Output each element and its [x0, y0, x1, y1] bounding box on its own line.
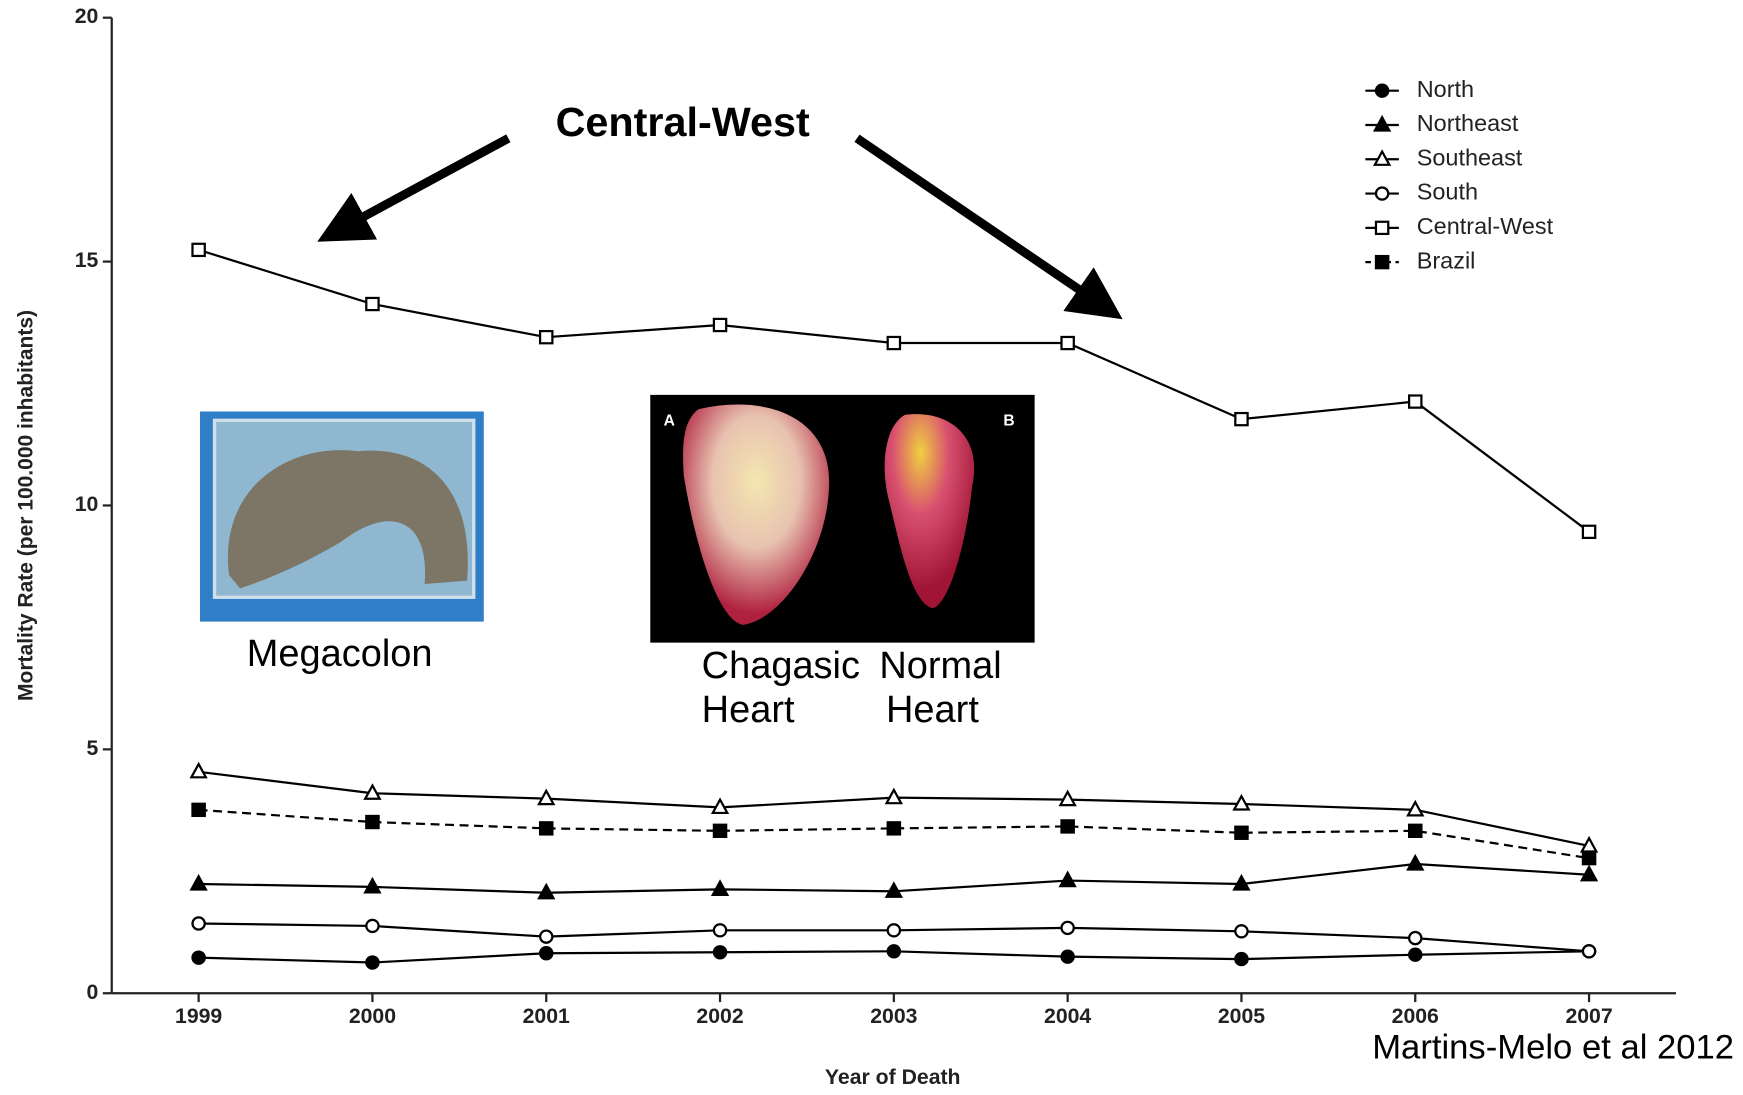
point	[540, 931, 552, 943]
y-tick-label: 10	[75, 493, 99, 516]
y-tick-label: 15	[75, 249, 99, 272]
point	[192, 917, 204, 929]
point	[714, 946, 726, 958]
point	[714, 924, 726, 936]
x-tick-label: 2006	[1392, 1005, 1439, 1028]
point	[192, 952, 204, 964]
legend-label: Central-West	[1417, 213, 1554, 239]
y-tick-label: 5	[87, 737, 99, 760]
x-tick-label: 2002	[696, 1005, 743, 1028]
point	[191, 764, 206, 777]
legend-marker	[1376, 187, 1388, 199]
x-tick-label: 2000	[349, 1005, 396, 1028]
citation: Martins-Melo et al 2012	[1372, 1029, 1734, 1067]
point	[1409, 825, 1421, 837]
photo-caption: Chagasic	[702, 645, 860, 687]
point	[1062, 820, 1074, 832]
point	[1062, 337, 1074, 349]
point	[366, 298, 378, 310]
point	[192, 244, 204, 256]
point	[1060, 873, 1075, 886]
point	[888, 337, 900, 349]
point	[366, 816, 378, 828]
point	[1583, 945, 1595, 957]
point	[888, 924, 900, 936]
arrow	[341, 138, 509, 229]
point	[540, 947, 552, 959]
panel-label: B	[1003, 413, 1014, 430]
point	[191, 876, 206, 889]
point	[1062, 922, 1074, 934]
y-tick-label: 0	[87, 981, 99, 1004]
legend-marker	[1376, 222, 1388, 234]
legend-label: Northeast	[1417, 110, 1519, 136]
point	[714, 825, 726, 837]
point	[192, 804, 204, 816]
hearts-photo	[650, 395, 1034, 643]
megacolon-photo	[200, 411, 484, 621]
photo-caption: Heart	[886, 689, 979, 731]
point	[713, 882, 728, 895]
chart: Year of Death Mortality Rate (per 100.00…	[0, 0, 1743, 1095]
x-tick-label: 2005	[1218, 1005, 1265, 1028]
arrow	[857, 138, 1101, 304]
point	[714, 319, 726, 331]
point	[1235, 925, 1247, 937]
photo-caption: Normal	[879, 645, 1001, 687]
point	[1235, 413, 1247, 425]
point	[1235, 953, 1247, 965]
point	[1409, 949, 1421, 961]
point	[540, 822, 552, 834]
legend-label: North	[1417, 76, 1474, 102]
legend-label: Southeast	[1417, 145, 1523, 171]
legend-label: Brazil	[1417, 247, 1476, 273]
point	[1583, 852, 1595, 864]
point	[366, 956, 378, 968]
panel-label: A	[664, 413, 675, 430]
x-tick-label: 2007	[1565, 1005, 1612, 1028]
point	[1583, 526, 1595, 538]
point	[366, 920, 378, 932]
legend-marker	[1376, 256, 1388, 268]
legend-marker	[1375, 152, 1390, 165]
x-tick-label: 2003	[870, 1005, 917, 1028]
legend-marker	[1376, 85, 1388, 97]
x-axis-title: Year of Death	[825, 1066, 961, 1089]
point	[1235, 827, 1247, 839]
point	[1409, 395, 1421, 407]
y-axis-title: Mortality Rate (per 100.000 inhabitants)	[14, 310, 37, 701]
point	[1408, 856, 1423, 869]
callout: Central-West	[556, 99, 810, 145]
point	[1409, 932, 1421, 944]
y-tick-label: 20	[75, 5, 99, 28]
x-tick-label: 2004	[1044, 1005, 1091, 1028]
point	[1062, 951, 1074, 963]
legend-label: South	[1417, 179, 1478, 205]
photo-caption: Heart	[702, 689, 795, 731]
x-tick-label: 1999	[175, 1005, 222, 1028]
point	[887, 790, 902, 803]
point	[888, 945, 900, 957]
point	[540, 331, 552, 343]
x-tick-label: 2001	[523, 1005, 570, 1028]
photo-caption: Megacolon	[247, 633, 433, 675]
point	[888, 822, 900, 834]
